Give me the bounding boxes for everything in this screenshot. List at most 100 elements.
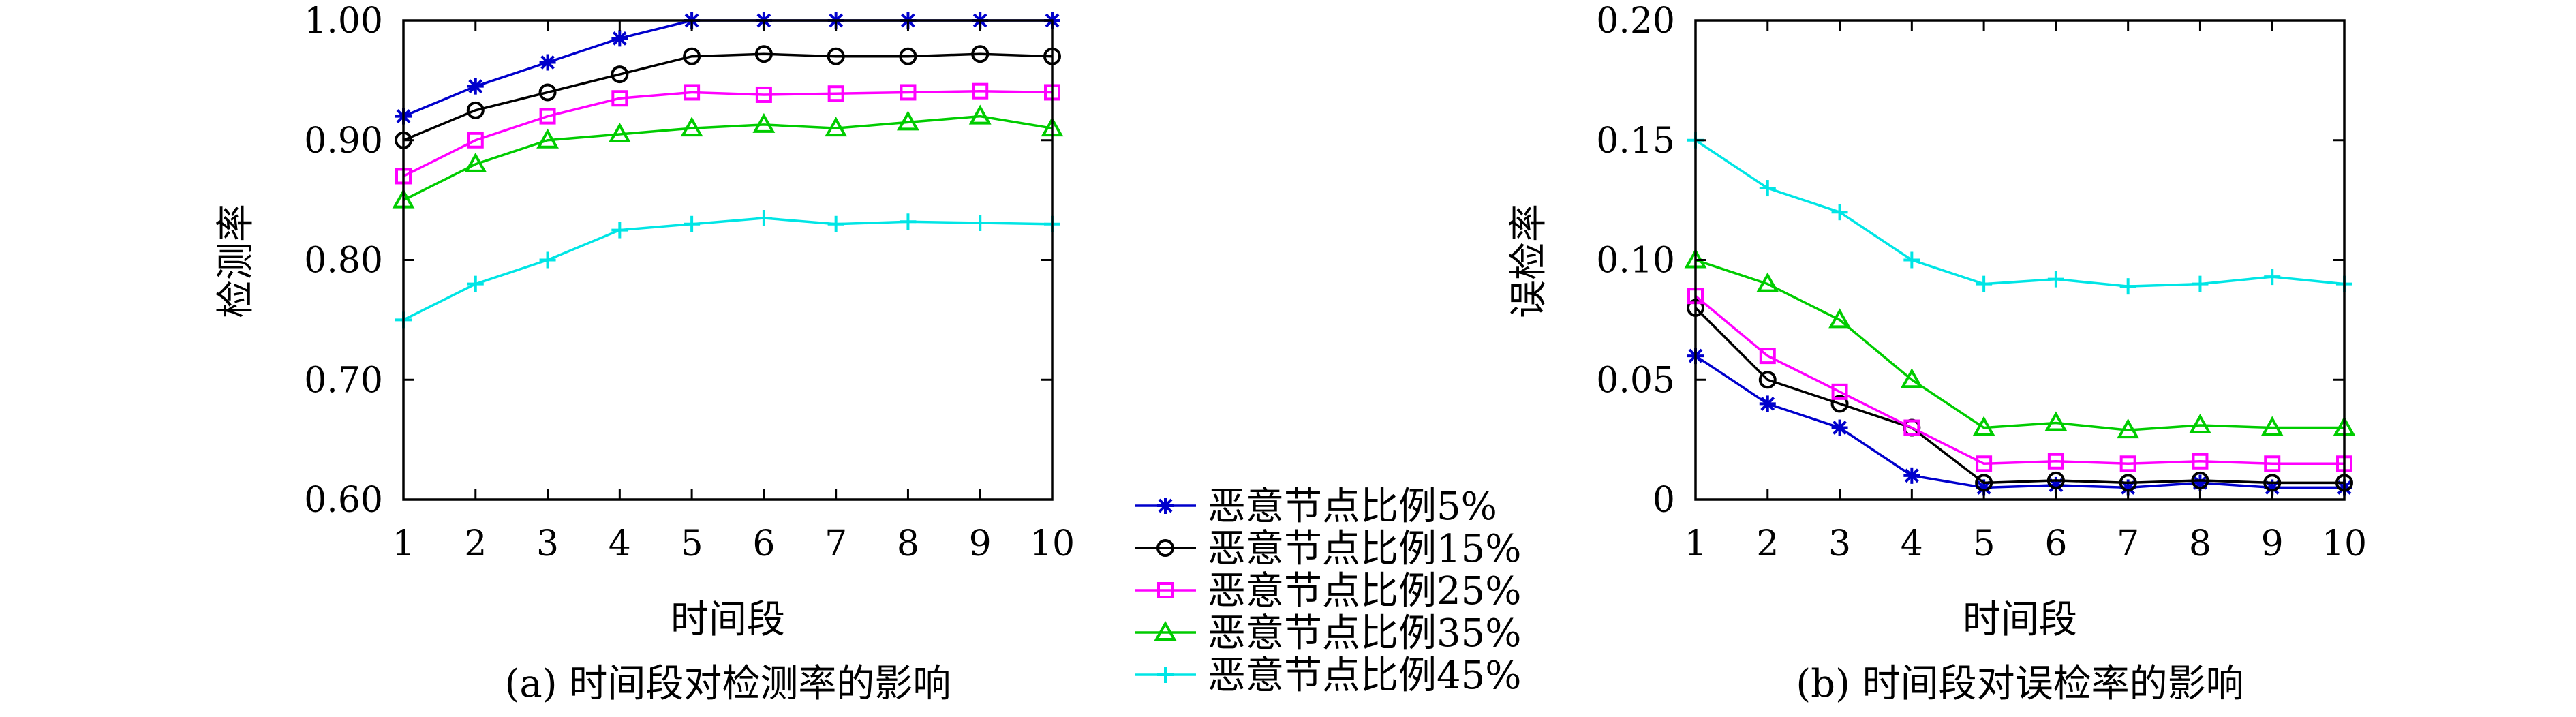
panel-a-ytick-label-2: 0.70 bbox=[304, 360, 383, 401]
legend-marker-1 bbox=[1157, 498, 1174, 514]
panel-b-ytick-label-3: 0.10 bbox=[1596, 241, 1675, 281]
panel-a-series-2-point-7 bbox=[827, 47, 845, 65]
panel-b-caption: (b) 时间段对误检率的影响 bbox=[1796, 662, 2243, 706]
panel-a-series-5-point-5 bbox=[684, 215, 701, 232]
panel-a-series-1-point-3 bbox=[539, 54, 556, 71]
panel-a-series-3-point-5 bbox=[684, 84, 701, 101]
legend: 恶意节点比例5%恶意节点比例15%恶意节点比例25%恶意节点比例35%恶意节点比… bbox=[1135, 485, 1521, 698]
panel-b-xtick-label-5: 5 bbox=[1973, 523, 1995, 564]
panel-b-series-line-1 bbox=[1695, 354, 2344, 489]
panel-b-series-4-point-2 bbox=[1756, 272, 1779, 292]
panel-a-xtick-label-5: 5 bbox=[681, 523, 703, 564]
panel-b-xtick-label-9: 9 bbox=[2261, 523, 2284, 564]
panel-a-xtick-label-9: 9 bbox=[969, 523, 992, 564]
panel-b-series-5-point-5 bbox=[1976, 275, 1993, 292]
panel-b-series-3-point-6 bbox=[2047, 453, 2064, 470]
legend-label-1: 恶意节点比例5% bbox=[1208, 485, 1497, 529]
panel-b-series-2-point-2 bbox=[1758, 371, 1777, 389]
panel-b-series-2-point-8 bbox=[2191, 471, 2209, 489]
panel-a-series-line-4 bbox=[403, 115, 1053, 202]
panel-b-series-2-point-6 bbox=[2046, 471, 2065, 489]
panel-a-series-4-point-9 bbox=[968, 104, 992, 125]
panel-b-ytick-label-1: 0 bbox=[1653, 480, 1675, 521]
panel-a-xtick-label-3: 3 bbox=[536, 523, 559, 564]
panel-a-series-4-point-8 bbox=[897, 110, 919, 131]
panel-a-detection-rate: 检测率 时间段 (a) 时间段对检测率的影响 1 2 3 4 5 6 7 8 9 10 0.60 0.… bbox=[214, 1, 1075, 706]
panel-b-xtick-label-8: 8 bbox=[2189, 523, 2211, 564]
panel-a-xtick-label-8: 8 bbox=[897, 523, 919, 564]
panel-b-series-5-point-4 bbox=[1903, 251, 1920, 269]
panel-a-series-4-point-5 bbox=[680, 117, 703, 137]
panel-a-ytick-label-1: 0.60 bbox=[304, 480, 383, 521]
panel-a-series-3-point-8 bbox=[900, 84, 917, 101]
panel-a-series-2-point-2 bbox=[466, 101, 485, 119]
panel-a-series-2-point-6 bbox=[754, 45, 773, 63]
panel-a-series-4-point-3 bbox=[536, 128, 559, 149]
panel-a-series-3-point-4 bbox=[611, 90, 628, 107]
panel-a-ytick-label-4: 0.90 bbox=[304, 121, 383, 162]
panel-a-series-2-point-3 bbox=[538, 83, 557, 102]
panel-b-series-5-point-7 bbox=[2119, 278, 2136, 295]
panel-b-xtick-label-2: 2 bbox=[1756, 523, 1779, 564]
panel-a-series-3-point-7 bbox=[827, 85, 844, 102]
panel-b-xtick-label-7: 7 bbox=[2117, 523, 2139, 564]
panel-b-series-5-point-8 bbox=[2192, 275, 2209, 292]
panel-b-series-3-point-8 bbox=[2192, 453, 2209, 470]
legend-label-5: 恶意节点比例45% bbox=[1208, 654, 1521, 698]
panel-a-series-5-point-4 bbox=[611, 222, 628, 239]
panel-a-series-5-point-8 bbox=[900, 213, 917, 230]
panel-b-series-line-4 bbox=[1695, 258, 2344, 431]
panel-a-series-3-point-3 bbox=[539, 108, 556, 125]
panel-b-series-4-point-7 bbox=[2117, 418, 2140, 439]
panel-a-series-3-point-6 bbox=[755, 86, 772, 103]
panel-a-series-3-point-2 bbox=[467, 132, 484, 149]
panel-b-series-5-point-2 bbox=[1759, 180, 1776, 197]
panel-a-series-4-point-6 bbox=[752, 112, 776, 133]
panel-b-false-detection-rate: 误检率 时间段 (b) 时间段对误检率的影响 1 2 3 4 5 6 7 8 9 10 0 0.05 0… bbox=[1507, 1, 2367, 706]
panel-a-series-line-2 bbox=[403, 52, 1053, 142]
panel-a-xtick-label-2: 2 bbox=[464, 523, 487, 564]
panel-b-series-5-point-6 bbox=[2047, 271, 2064, 288]
panel-a-series-3-point-9 bbox=[972, 82, 989, 100]
panel-a-series-4-point-2 bbox=[464, 152, 487, 172]
panel-b-xlabel: 时间段 bbox=[1963, 598, 2077, 642]
panel-b-series-3-point-5 bbox=[1976, 455, 1993, 472]
panel-a-ytick-label-5: 1.00 bbox=[304, 1, 383, 42]
panel-a-xtick-label-4: 4 bbox=[609, 523, 631, 564]
panel-a-series-2-point-5 bbox=[683, 47, 701, 65]
panel-b-series-1-point-4 bbox=[1903, 467, 1920, 484]
legend-label-3: 恶意节点比例25% bbox=[1208, 569, 1521, 613]
panel-b-xtick-label-6: 6 bbox=[2044, 523, 2067, 564]
panel-b-ytick-label-4: 0.15 bbox=[1596, 121, 1675, 162]
panel-b-series-4-point-5 bbox=[1972, 416, 1995, 436]
panel-a-xlabel: 时间段 bbox=[671, 598, 785, 642]
panel-b-series-4-point-6 bbox=[2044, 411, 2068, 431]
panel-a-series-5-point-6 bbox=[755, 209, 772, 226]
panel-b-xtick-label-10: 10 bbox=[2322, 523, 2367, 564]
legend-marker-4 bbox=[1154, 620, 1177, 641]
panel-a-series-line-5 bbox=[403, 217, 1053, 321]
panel-a-series-5-point-3 bbox=[539, 251, 556, 269]
panel-b-series-1-point-3 bbox=[1831, 419, 1848, 436]
legend-label-2: 恶意节点比例15% bbox=[1208, 527, 1521, 571]
panel-b-series-4-point-9 bbox=[2260, 416, 2284, 436]
panel-a-ytick-label-3: 0.80 bbox=[304, 241, 383, 281]
panel-a-ylabel: 检测率 bbox=[214, 204, 258, 318]
panel-b-series-1-point-2 bbox=[1759, 395, 1776, 412]
panel-b-series-line-2 bbox=[1694, 307, 2344, 485]
panel-b-series-4-point-4 bbox=[1900, 368, 1923, 388]
panel-b-xtick-label-3: 3 bbox=[1828, 523, 1851, 564]
panel-a-series-4-point-4 bbox=[608, 122, 631, 142]
panel-a-series-2-point-9 bbox=[971, 45, 990, 63]
panel-a-series-5-point-2 bbox=[467, 275, 484, 292]
panel-a-series-5-point-9 bbox=[972, 215, 989, 232]
panel-a-series-2-point-8 bbox=[899, 47, 917, 65]
panel-b-xtick-label-1: 1 bbox=[1684, 523, 1706, 564]
legend-marker-2 bbox=[1156, 539, 1174, 557]
panel-b-series-5-point-9 bbox=[2264, 269, 2281, 286]
legend-marker-5 bbox=[1157, 667, 1174, 683]
panel-b-series-3-point-3 bbox=[1831, 383, 1848, 400]
panel-b-series-line-3 bbox=[1694, 294, 2344, 466]
panel-b-series-3-point-4 bbox=[1903, 419, 1920, 436]
